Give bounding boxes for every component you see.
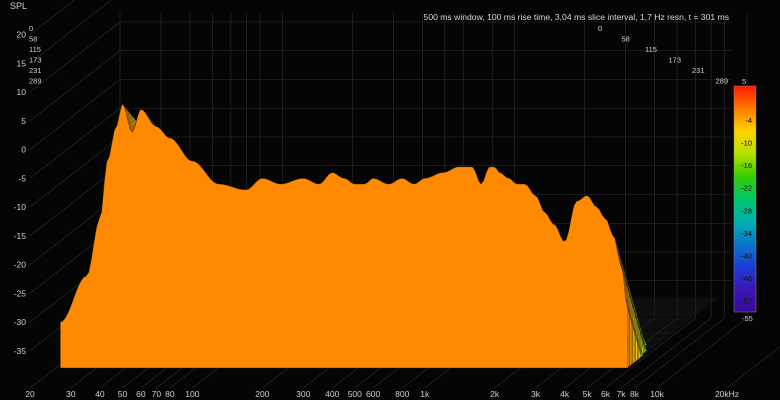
colorbar: 5 -4 -10 -16 -22 -28 -34 -40 -46 -52 -55 — [733, 77, 757, 323]
x-tick-label: 100 — [185, 389, 199, 399]
colorbar-gradient — [733, 85, 757, 313]
x-tick-label: 50 — [118, 389, 128, 399]
waterfall-slice — [60, 102, 629, 369]
side-grid-line — [29, 0, 75, 35]
y-tick-label: -5 — [18, 173, 26, 183]
time-tick-label-right: 58 — [622, 35, 630, 44]
floor-grid-line — [634, 317, 725, 389]
y-tick-label: 20 — [17, 30, 27, 40]
y-tick-label: -20 — [14, 260, 27, 270]
x-tick-label: 8k — [630, 389, 640, 399]
time-tick-label-left: 173 — [29, 56, 42, 65]
y-tick-label: -25 — [14, 288, 27, 298]
side-grid-line — [29, 50, 121, 121]
window-caption: 500 ms window, 100 ms rise time, 3,04 ms… — [424, 12, 729, 22]
y-tick-label: -10 — [14, 202, 27, 212]
side-grid-line — [29, 136, 121, 208]
y-tick-label: 15 — [17, 58, 27, 68]
x-tick-label: 30 — [66, 389, 76, 399]
x-tick-label: 600 — [366, 389, 380, 399]
time-tick-label-left: 0 — [29, 24, 33, 33]
y-tick-label: 10 — [17, 87, 27, 97]
colorbar-tick-label: 5 — [742, 77, 746, 86]
floor-grid-line — [726, 346, 780, 389]
x-tick-label: 3k — [531, 389, 541, 399]
x-tick-label: 10k — [650, 389, 664, 399]
x-tick-label: 6k — [601, 389, 611, 399]
floor-grid-line — [656, 317, 748, 389]
colorbar-tick-label: -16 — [741, 161, 752, 170]
colorbar-tick-label: -34 — [741, 229, 752, 238]
waterfall-slices — [60, 102, 718, 369]
time-tick-label-left: 231 — [29, 66, 42, 75]
colorbar-tick-label: -55 — [742, 314, 753, 323]
colorbar-tick-label: -28 — [741, 206, 752, 215]
y-tick-label: -35 — [14, 346, 27, 356]
y-axis-label: SPL — [10, 1, 27, 11]
time-tick-label-right: 0 — [598, 24, 602, 33]
y-tick-label: 0 — [21, 145, 26, 155]
x-tick-label: 800 — [395, 389, 409, 399]
time-tick-label-left: 289 — [29, 77, 42, 86]
time-tick-label-left: 58 — [29, 35, 37, 44]
x-tick-label: 70 — [152, 389, 162, 399]
colorbar-tick-label: -10 — [741, 139, 752, 148]
x-tick-label: 1k — [420, 389, 430, 399]
x-tick-label: 300 — [296, 389, 310, 399]
time-tick-label-right: 173 — [669, 56, 682, 65]
x-tick-label: 2k — [490, 389, 500, 399]
x-tick-label: 40 — [95, 389, 105, 399]
x-tick-label: 20kHz — [715, 389, 739, 399]
time-tick-label-right: 115 — [645, 45, 657, 54]
colorbar-tick-label: -22 — [741, 184, 752, 193]
colorbar-tick-label: -40 — [741, 252, 752, 261]
side-grid-line — [29, 108, 121, 179]
y-tick-label: 5 — [21, 116, 26, 126]
x-tick-label: 7k — [617, 389, 627, 399]
x-tick-label: 80 — [165, 389, 175, 399]
side-grid-line — [29, 21, 121, 93]
x-tick-label: 60 — [136, 389, 146, 399]
x-tick-label: 20 — [25, 389, 35, 399]
x-tick-label: 400 — [325, 389, 339, 399]
floor-grid-line — [620, 317, 712, 389]
y-tick-label: -15 — [14, 231, 27, 241]
x-tick-label: 4k — [560, 389, 570, 399]
x-tick-label: 500 — [348, 389, 362, 399]
side-grid-line — [29, 79, 121, 150]
x-tick-label: 200 — [255, 389, 269, 399]
time-tick-label-right: 289 — [716, 77, 729, 86]
time-tick-label-left: 115 — [29, 45, 41, 54]
colorbar-tick-label: -52 — [741, 297, 752, 306]
y-tick-label: -30 — [14, 317, 27, 327]
time-tick-label-right: 231 — [692, 66, 705, 75]
colorbar-tick-label: -4 — [745, 116, 752, 125]
x-tick-label: 5k — [583, 389, 593, 399]
colorbar-tick-label: -46 — [741, 274, 752, 283]
side-grid-line — [29, 0, 112, 64]
floor-grid-line — [605, 317, 696, 389]
